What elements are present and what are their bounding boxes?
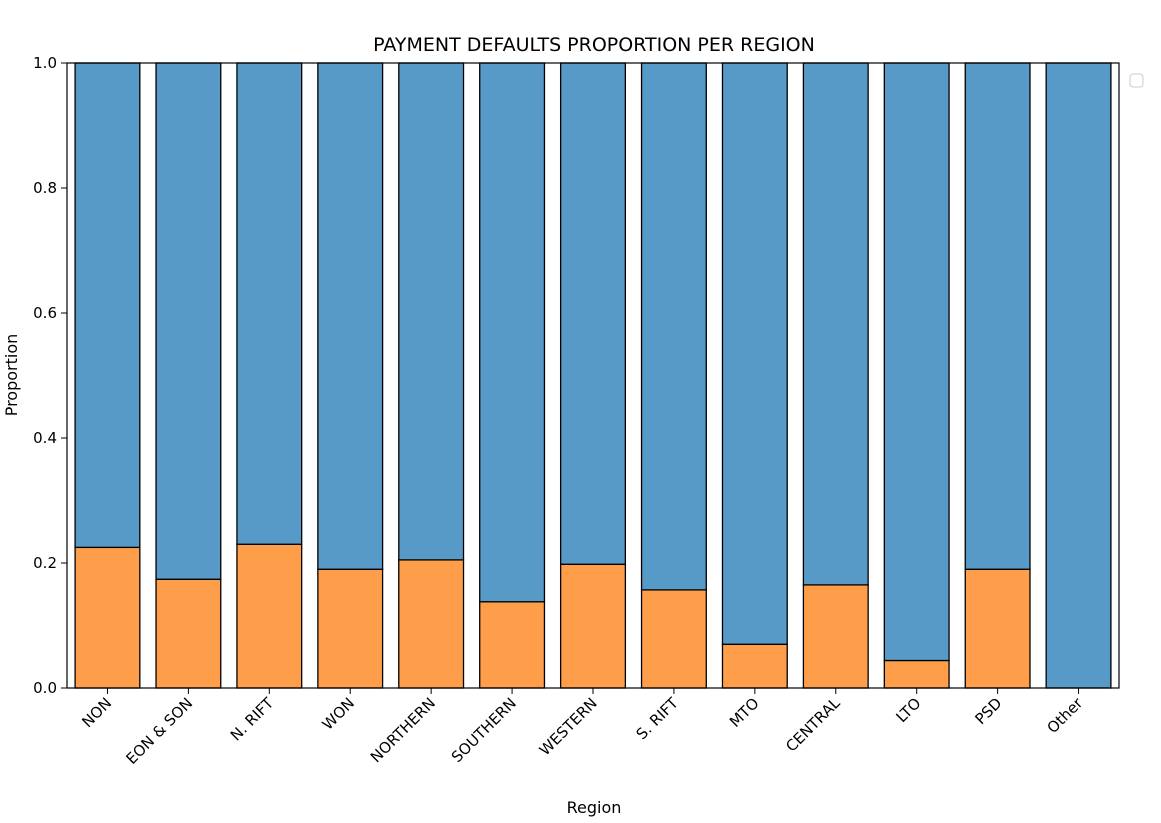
y-tick-label: 0.6 [33, 304, 57, 322]
x-tick-label: CENTRAL [782, 694, 844, 756]
bar-segment [884, 63, 949, 661]
y-tick-label: 0.2 [33, 554, 57, 572]
bar-segment [642, 63, 707, 590]
bar-segment [965, 63, 1030, 569]
bar-segment [318, 63, 383, 569]
bar-segment [722, 63, 787, 644]
chart-title: PAYMENT DEFAULTS PROPORTION PER REGION [373, 34, 815, 56]
x-axis-title: Region [567, 798, 622, 817]
x-axis: NON EON & SON N. RIFT WON NORTHERN SOUTHERN WE… [78, 688, 1087, 768]
bar-segment [75, 63, 140, 547]
bar-segment [480, 602, 545, 688]
y-tick-label: 0.8 [33, 179, 57, 197]
bar-segment [642, 590, 707, 688]
bar-segment [1046, 63, 1111, 688]
x-tick-label: SOUTHERN [448, 694, 520, 766]
bar-segment [803, 585, 868, 688]
bar-segment [237, 544, 302, 688]
bar-segment [480, 63, 545, 602]
x-tick-label: N. RIFT [227, 694, 278, 745]
bar-segment [318, 569, 383, 688]
bar-segment [156, 579, 221, 688]
y-axis-title: Proportion [2, 334, 21, 417]
bar-segment [722, 644, 787, 688]
bar-segment [156, 63, 221, 579]
bars [75, 63, 1111, 688]
y-tick-label: 1.0 [33, 54, 57, 72]
bar-segment [237, 63, 302, 544]
x-tick-label: LTO [893, 694, 925, 726]
y-tick-label: 0.0 [33, 679, 57, 697]
legend-box[interactable] [1130, 74, 1143, 87]
x-tick-label: MTO [726, 694, 763, 731]
bar-segment [399, 560, 464, 688]
bar-segment [884, 661, 949, 689]
bar-segment [399, 63, 464, 560]
bar-segment [561, 564, 626, 688]
x-tick-label: NON [78, 694, 115, 731]
bar-segment [561, 63, 626, 564]
x-tick-label: EON & SON [122, 694, 196, 768]
x-tick-label: Other [1044, 694, 1087, 737]
x-tick-label: WESTERN [536, 694, 601, 759]
x-tick-label: PSD [971, 694, 1005, 728]
x-tick-label: WON [319, 694, 358, 733]
bar-segment [965, 569, 1030, 688]
x-tick-label: NORTHERN [367, 694, 439, 766]
bar-segment [75, 547, 140, 688]
bar-segment [803, 63, 868, 585]
y-tick-label: 0.4 [33, 429, 57, 447]
y-axis: 0.0 0.2 0.4 0.6 0.8 1.0 [33, 54, 67, 697]
x-tick-label: S. RIFT [633, 694, 683, 744]
